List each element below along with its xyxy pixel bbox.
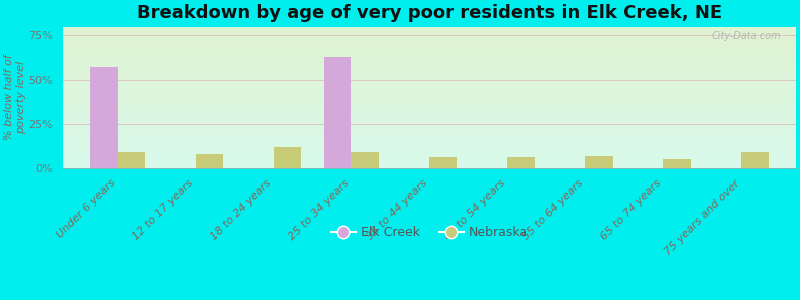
Bar (586, 156, 613, 168)
Bar (663, 159, 690, 168)
Bar (324, 57, 351, 168)
Bar (351, 152, 378, 168)
Bar (742, 152, 769, 168)
Bar (430, 158, 457, 168)
Legend: Elk Creek, Nebraska: Elk Creek, Nebraska (326, 221, 533, 244)
Title: Breakdown by age of very poor residents in Elk Creek, NE: Breakdown by age of very poor residents … (137, 4, 722, 22)
Bar (274, 147, 301, 168)
Bar (507, 158, 534, 168)
Bar (118, 152, 145, 168)
Text: City-Data.com: City-Data.com (711, 31, 781, 41)
Bar (195, 154, 223, 168)
Y-axis label: % below half of
poverty level: % below half of poverty level (4, 55, 26, 140)
Bar (90, 67, 118, 168)
